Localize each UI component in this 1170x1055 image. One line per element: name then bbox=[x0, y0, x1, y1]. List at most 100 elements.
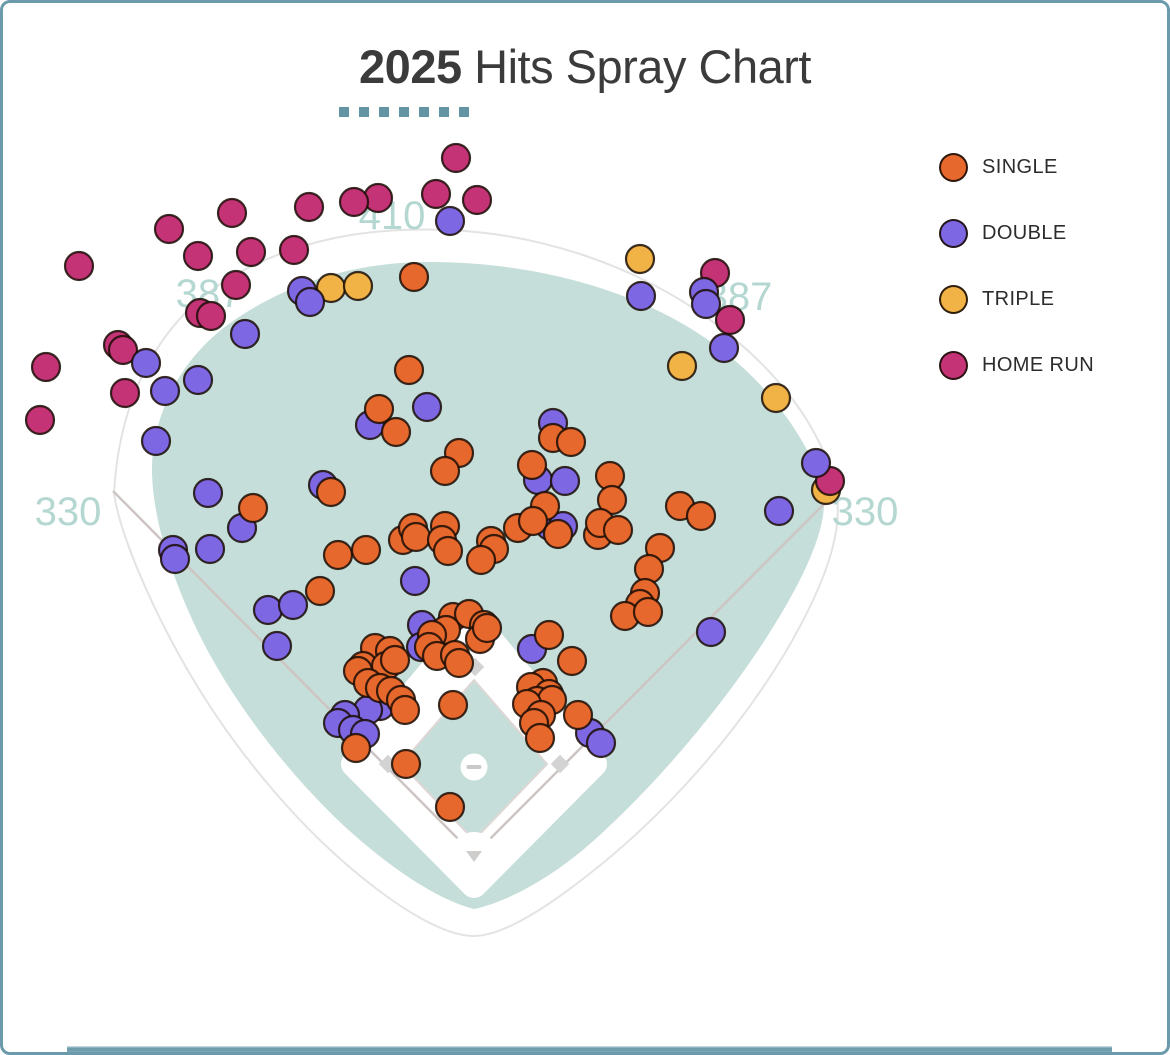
hit-dot-double[interactable] bbox=[690, 288, 722, 320]
hit-dot-home_run[interactable] bbox=[153, 213, 185, 245]
hit-dot-home_run[interactable] bbox=[461, 184, 493, 216]
hit-dot-home_run[interactable] bbox=[63, 250, 95, 282]
hit-dot-double[interactable] bbox=[625, 280, 657, 312]
hit-dot-single[interactable] bbox=[632, 596, 664, 628]
hit-dot-double[interactable] bbox=[192, 477, 224, 509]
bottom-rule bbox=[67, 1046, 1112, 1052]
right-foul-line bbox=[473, 490, 838, 856]
title-underline-dashes bbox=[339, 107, 469, 117]
hit-dot-home_run[interactable] bbox=[420, 178, 452, 210]
hit-dot-single[interactable] bbox=[350, 534, 382, 566]
hit-dot-single[interactable] bbox=[390, 748, 422, 780]
legend-swatch-home_run bbox=[939, 351, 968, 380]
hit-dot-triple[interactable] bbox=[666, 350, 698, 382]
hit-dot-double[interactable] bbox=[149, 375, 181, 407]
hit-dot-single[interactable] bbox=[602, 514, 634, 546]
hit-dot-double[interactable] bbox=[159, 543, 191, 575]
hit-dot-single[interactable] bbox=[389, 694, 421, 726]
hit-dot-double[interactable] bbox=[549, 465, 581, 497]
hit-dot-single[interactable] bbox=[517, 505, 549, 537]
hit-dot-double[interactable] bbox=[708, 332, 740, 364]
legend-item-home_run[interactable]: HOME RUN bbox=[939, 351, 1094, 380]
legend-item-double[interactable]: DOUBLE bbox=[939, 219, 1094, 248]
hit-dot-single[interactable] bbox=[556, 645, 588, 677]
outfield-grass bbox=[151, 261, 824, 909]
hit-dot-triple[interactable] bbox=[342, 270, 374, 302]
hit-dot-double[interactable] bbox=[182, 364, 214, 396]
hit-dot-double[interactable] bbox=[130, 347, 162, 379]
hit-dot-triple[interactable] bbox=[624, 243, 656, 275]
hit-dot-double[interactable] bbox=[399, 565, 431, 597]
hit-dot-single[interactable] bbox=[542, 518, 574, 550]
hit-dot-home_run[interactable] bbox=[440, 142, 472, 174]
hit-dot-double[interactable] bbox=[294, 286, 326, 318]
hit-dot-single[interactable] bbox=[398, 261, 430, 293]
hit-dot-single[interactable] bbox=[393, 354, 425, 386]
hit-dots bbox=[24, 142, 846, 823]
hit-dot-double[interactable] bbox=[411, 391, 443, 423]
hit-dot-single[interactable] bbox=[429, 455, 461, 487]
legend: SINGLE DOUBLE TRIPLE HOME RUN bbox=[939, 153, 1094, 380]
dash bbox=[339, 107, 349, 117]
hit-dot-double[interactable] bbox=[261, 630, 293, 662]
hit-dot-single[interactable] bbox=[432, 535, 464, 567]
home-plate bbox=[466, 851, 482, 862]
hit-dot-double[interactable] bbox=[277, 589, 309, 621]
hit-dot-double[interactable] bbox=[194, 533, 226, 565]
first-base bbox=[550, 754, 570, 774]
legend-label: SINGLE bbox=[982, 156, 1058, 178]
hit-dot-single[interactable] bbox=[471, 612, 503, 644]
hit-dot-double[interactable] bbox=[763, 495, 795, 527]
hit-dot-single[interactable] bbox=[400, 521, 432, 553]
hit-dot-single[interactable] bbox=[379, 644, 411, 676]
dash bbox=[459, 107, 469, 117]
hit-dot-single[interactable] bbox=[322, 539, 354, 571]
hit-dot-single[interactable] bbox=[237, 492, 269, 524]
hit-dot-home_run[interactable] bbox=[293, 191, 325, 223]
hit-dot-double[interactable] bbox=[434, 205, 466, 237]
hit-dot-home_run[interactable] bbox=[235, 236, 267, 268]
hit-dot-single[interactable] bbox=[304, 575, 336, 607]
hit-dot-home_run[interactable] bbox=[714, 304, 746, 336]
legend-swatch-triple bbox=[939, 285, 968, 314]
hit-dot-single[interactable] bbox=[533, 619, 565, 651]
hit-dot-home_run[interactable] bbox=[220, 269, 252, 301]
hit-dot-home_run[interactable] bbox=[182, 240, 214, 272]
hit-dot-home_run[interactable] bbox=[338, 186, 370, 218]
hit-dot-single[interactable] bbox=[562, 699, 594, 731]
hit-dot-single[interactable] bbox=[443, 647, 475, 679]
hit-dot-double[interactable] bbox=[585, 727, 617, 759]
hit-dot-single[interactable] bbox=[363, 393, 395, 425]
hit-dot-double[interactable] bbox=[140, 425, 172, 457]
hit-dot-single[interactable] bbox=[437, 689, 469, 721]
hit-dot-home_run[interactable] bbox=[278, 234, 310, 266]
hit-dot-double[interactable] bbox=[229, 318, 261, 350]
hit-dot-home_run[interactable] bbox=[24, 404, 56, 436]
dash bbox=[419, 107, 429, 117]
hit-dot-home_run[interactable] bbox=[195, 300, 227, 332]
hit-dot-single[interactable] bbox=[524, 722, 556, 754]
legend-item-single[interactable]: SINGLE bbox=[939, 153, 1094, 182]
hit-dot-single[interactable] bbox=[340, 732, 372, 764]
page-title: 2025 Hits Spray Chart bbox=[3, 39, 1167, 94]
hit-dot-double[interactable] bbox=[800, 447, 832, 479]
hit-dot-single[interactable] bbox=[380, 416, 412, 448]
hit-dot-double[interactable] bbox=[252, 594, 284, 626]
hit-dot-triple[interactable] bbox=[760, 382, 792, 414]
hit-dot-home_run[interactable] bbox=[30, 351, 62, 383]
hit-dot-single[interactable] bbox=[685, 500, 717, 532]
hit-dot-home_run[interactable] bbox=[107, 334, 139, 366]
hit-dot-single[interactable] bbox=[516, 449, 548, 481]
pitcher-rubber bbox=[466, 765, 482, 769]
hit-dot-double[interactable] bbox=[695, 616, 727, 648]
title-year: 2025 bbox=[359, 40, 462, 93]
hit-dot-single[interactable] bbox=[555, 426, 587, 458]
dash bbox=[399, 107, 409, 117]
hit-dot-single[interactable] bbox=[315, 476, 347, 508]
hit-dot-home_run[interactable] bbox=[109, 377, 141, 409]
legend-item-triple[interactable]: TRIPLE bbox=[939, 285, 1094, 314]
hit-dot-single[interactable] bbox=[465, 544, 497, 576]
hit-dot-home_run[interactable] bbox=[216, 197, 248, 229]
hit-dot-single[interactable] bbox=[434, 791, 466, 823]
